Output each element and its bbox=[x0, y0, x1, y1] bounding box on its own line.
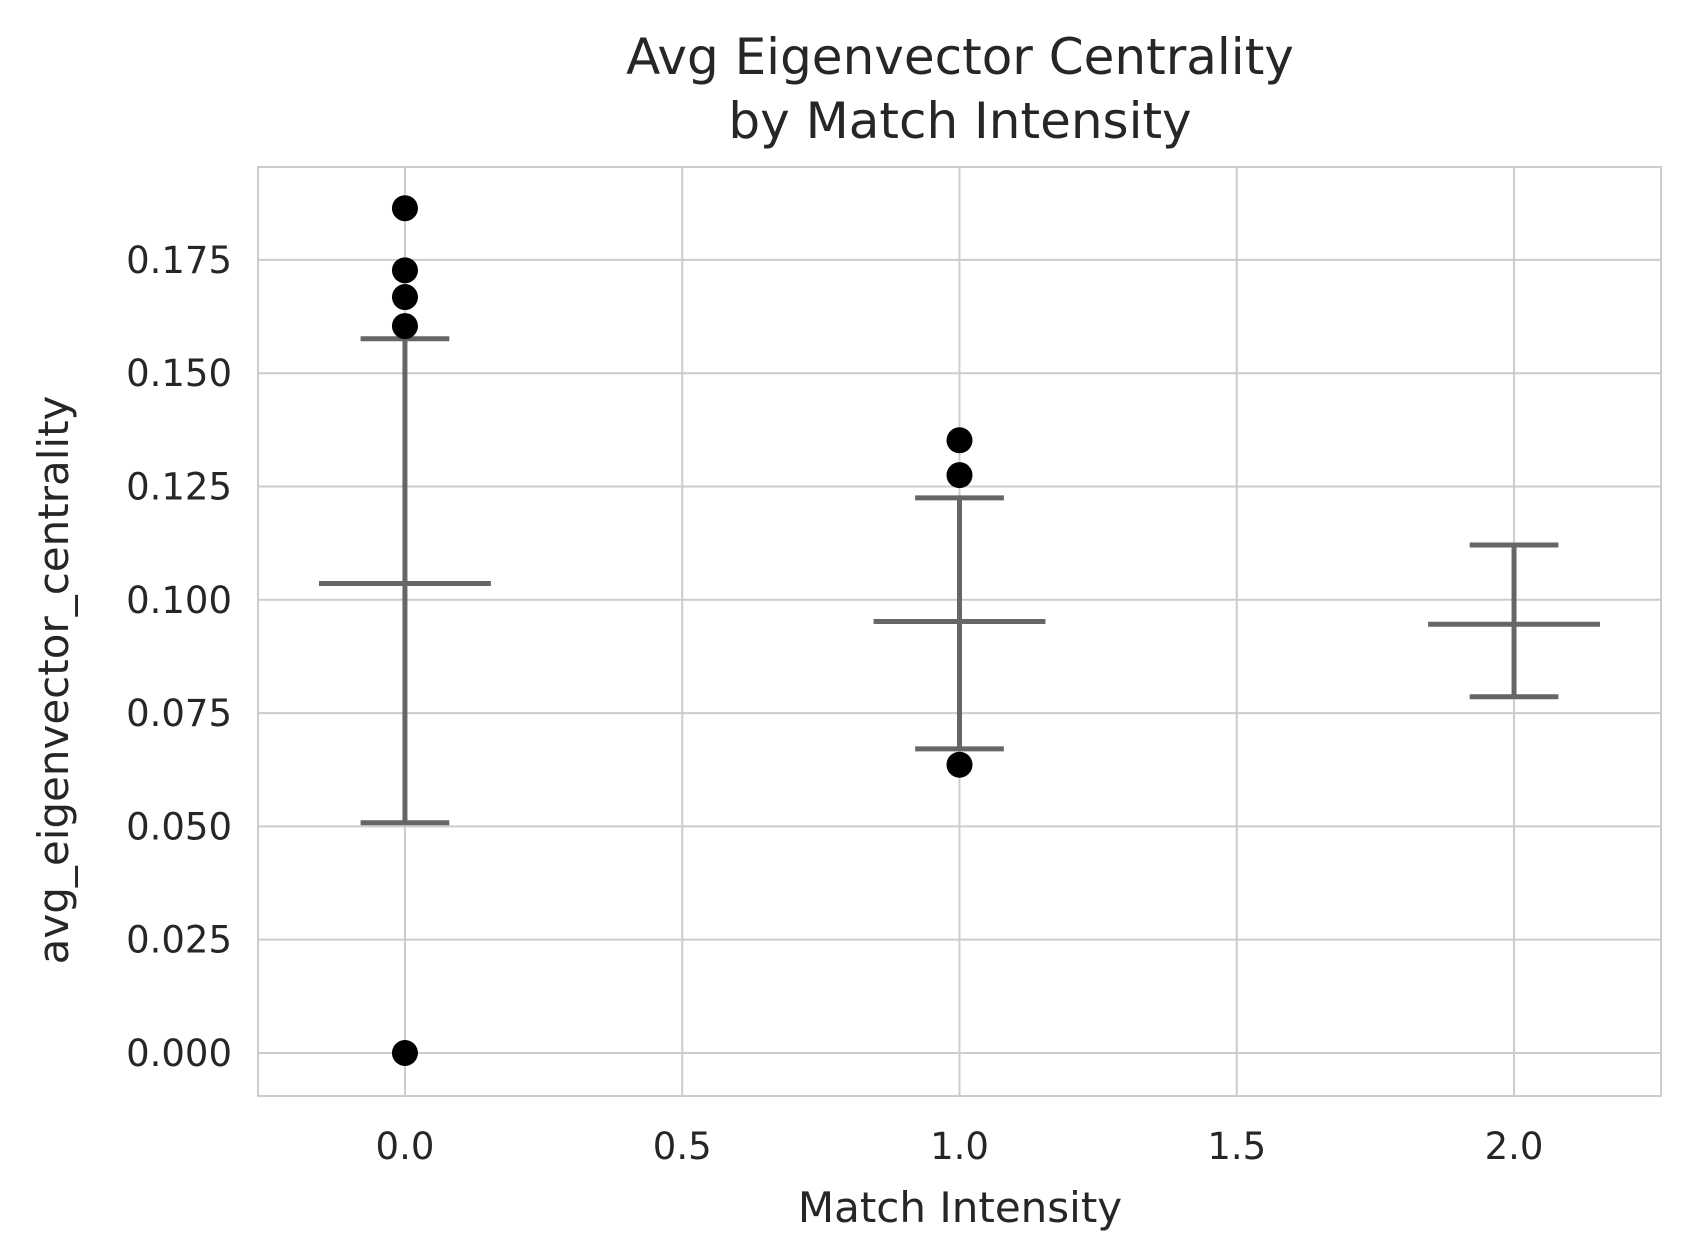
outlier-point bbox=[391, 284, 418, 311]
outlier-point bbox=[391, 313, 418, 340]
y-tick-label: 0.025 bbox=[126, 919, 232, 962]
plot-area-frame bbox=[257, 166, 1662, 1097]
outlier-point bbox=[946, 462, 973, 489]
y-tick-label: 0.175 bbox=[126, 239, 232, 282]
outlier-point bbox=[946, 427, 973, 454]
x-tick-label: 1.0 bbox=[930, 1125, 989, 1168]
tick-labels: 0.0 0.5 1.0 1.5 2.0 0.000 0.025 0.050 0.075 0.100… bbox=[126, 239, 1543, 1168]
x-axis-label: Match Intensity bbox=[798, 1183, 1122, 1232]
box-layer bbox=[319, 336, 1600, 826]
y-tick-label: 0.075 bbox=[126, 692, 232, 735]
y-tick-label: 0.125 bbox=[126, 465, 232, 508]
x-tick-label: 0.5 bbox=[653, 1125, 712, 1168]
chart-title-line-2: by Match Intensity bbox=[728, 92, 1191, 150]
outlier-point bbox=[391, 1039, 418, 1066]
outlier-point bbox=[391, 195, 418, 222]
y-axis-label: avg_eigenvector_centrality bbox=[29, 396, 78, 965]
outlier-point bbox=[391, 257, 418, 284]
x-tick-label: 2.0 bbox=[1485, 1125, 1544, 1168]
x-tick-label: 1.5 bbox=[1207, 1125, 1266, 1168]
x-tick-label: 0.0 bbox=[376, 1125, 435, 1168]
y-tick-label: 0.000 bbox=[126, 1032, 232, 1075]
box-group bbox=[873, 495, 1046, 752]
box-group bbox=[319, 336, 491, 826]
chart-title-line-1: Avg Eigenvector Centrality bbox=[626, 28, 1294, 86]
y-tick-label: 0.100 bbox=[126, 579, 232, 622]
outlier-layer bbox=[391, 195, 973, 1066]
outlier-point bbox=[946, 751, 973, 778]
box-group bbox=[1428, 542, 1600, 700]
y-tick-label: 0.050 bbox=[126, 805, 232, 848]
y-tick-label: 0.150 bbox=[126, 352, 232, 395]
